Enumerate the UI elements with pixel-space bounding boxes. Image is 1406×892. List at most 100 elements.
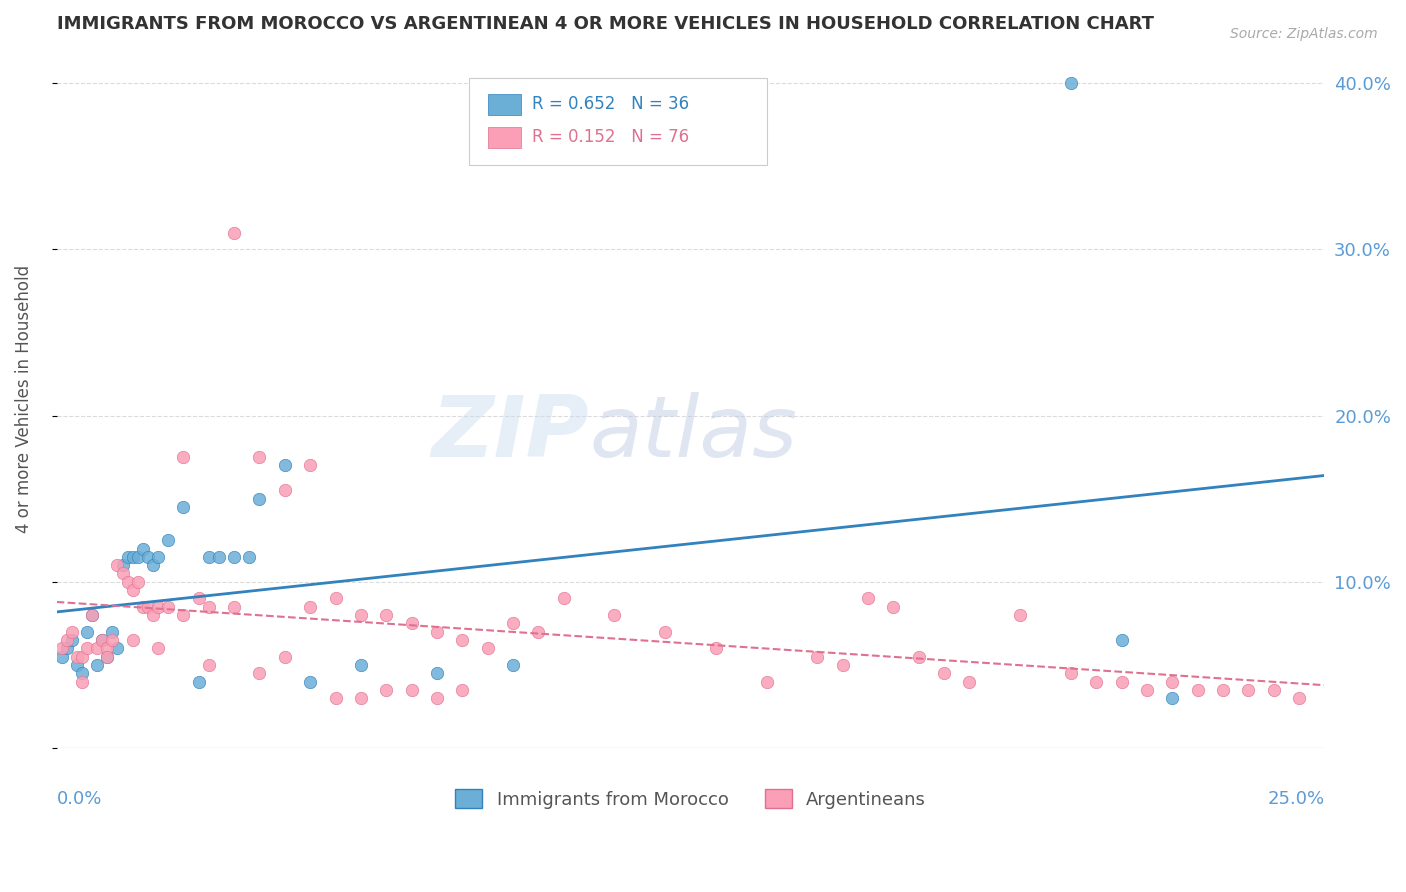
Point (117, 574, 139, 589)
Point (70, 666, 93, 681)
Point (132, 541, 155, 556)
Point (426, 666, 449, 681)
Point (375, 682, 398, 697)
Text: IMMIGRANTS FROM MOROCCO VS ARGENTINEAN 4 OR MORE VEHICLES IN HOUSEHOLD CORRELATI: IMMIGRANTS FROM MOROCCO VS ARGENTINEAN 4… (56, 15, 1153, 33)
Point (76, 641, 98, 656)
Point (274, 458, 297, 473)
Point (142, 608, 165, 623)
Point (187, 591, 209, 606)
Point (121, 549, 143, 564)
Point (96, 649, 118, 664)
Point (957, 674, 980, 689)
Point (197, 599, 219, 614)
Point (107, 641, 129, 656)
Point (1161, 674, 1184, 689)
Point (146, 641, 169, 656)
Point (401, 682, 423, 697)
Point (1010, 608, 1032, 623)
Point (82, 608, 104, 623)
Point (299, 458, 322, 473)
Point (1111, 674, 1133, 689)
Point (76, 624, 98, 639)
Point (1111, 632, 1133, 647)
Point (806, 649, 828, 664)
FancyBboxPatch shape (488, 94, 520, 115)
Point (704, 641, 727, 656)
Point (96, 641, 118, 656)
Point (274, 483, 297, 498)
Point (325, 691, 347, 706)
Point (60, 624, 83, 639)
Point (91, 632, 114, 647)
Text: 25.0%: 25.0% (1267, 790, 1324, 808)
Point (142, 558, 165, 573)
Point (127, 574, 149, 589)
Text: R = 0.652   N = 36: R = 0.652 N = 36 (531, 95, 689, 113)
Point (51, 649, 73, 664)
Point (502, 657, 524, 672)
Point (101, 624, 124, 639)
Point (55, 641, 77, 656)
Point (831, 657, 853, 672)
Point (157, 533, 180, 548)
Point (197, 549, 219, 564)
Point (1136, 682, 1159, 697)
Point (1161, 691, 1184, 706)
Point (82, 608, 104, 623)
Point (426, 624, 449, 639)
Text: atlas: atlas (589, 392, 797, 475)
Point (299, 674, 322, 689)
Point (1263, 682, 1285, 697)
Point (1060, 76, 1083, 90)
Point (553, 591, 575, 606)
Point (86, 641, 108, 656)
Point (172, 450, 194, 464)
Point (451, 632, 474, 647)
Point (91, 632, 114, 647)
Text: Source: ZipAtlas.com: Source: ZipAtlas.com (1230, 27, 1378, 41)
Point (51, 641, 73, 656)
Point (66, 657, 89, 672)
Point (603, 608, 626, 623)
Point (224, 226, 246, 240)
Point (1288, 691, 1310, 706)
Point (350, 657, 373, 672)
Point (127, 549, 149, 564)
Point (86, 657, 108, 672)
Point (111, 566, 134, 581)
Point (132, 599, 155, 614)
Text: ZIP: ZIP (432, 392, 589, 475)
Point (172, 500, 194, 514)
Point (654, 624, 676, 639)
Point (66, 649, 89, 664)
Point (157, 599, 180, 614)
Legend: Immigrants from Morocco, Argentineans: Immigrants from Morocco, Argentineans (449, 782, 934, 816)
Text: 0.0%: 0.0% (56, 790, 103, 808)
Point (224, 599, 246, 614)
Point (856, 591, 879, 606)
Point (375, 608, 398, 623)
Point (111, 558, 134, 573)
Point (401, 616, 423, 631)
Point (107, 558, 129, 573)
Point (146, 549, 169, 564)
Point (96, 649, 118, 664)
Point (101, 632, 124, 647)
Y-axis label: 4 or more Vehicles in Household: 4 or more Vehicles in Household (15, 265, 32, 533)
Point (70, 674, 93, 689)
Point (527, 624, 550, 639)
Point (238, 549, 260, 564)
Point (350, 608, 373, 623)
Point (172, 608, 194, 623)
Point (249, 450, 271, 464)
Point (136, 599, 159, 614)
Point (249, 491, 271, 506)
Point (755, 674, 778, 689)
Point (1237, 682, 1260, 697)
Text: R = 0.152   N = 76: R = 0.152 N = 76 (531, 128, 689, 146)
Point (55, 632, 77, 647)
Point (197, 657, 219, 672)
Point (224, 549, 246, 564)
Point (932, 666, 955, 681)
Point (70, 649, 93, 664)
